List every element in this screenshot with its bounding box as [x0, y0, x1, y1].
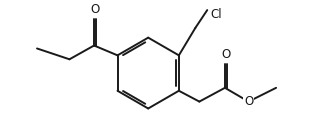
Text: O: O: [244, 95, 253, 108]
Text: Cl: Cl: [210, 8, 222, 21]
Text: O: O: [221, 48, 230, 61]
Text: O: O: [91, 3, 100, 16]
